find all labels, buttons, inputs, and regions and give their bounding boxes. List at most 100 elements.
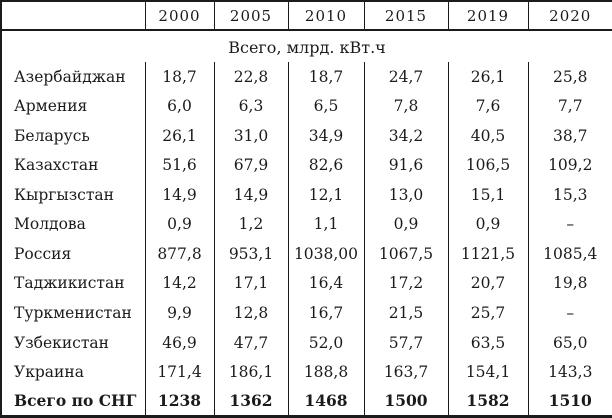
value-cell: 46,9 [144, 327, 214, 358]
value-cell: 12,8 [213, 298, 288, 328]
value-cell: 7,6 [447, 91, 528, 122]
value-cell: – [527, 209, 612, 240]
value-cell: 171,4 [144, 357, 214, 387]
value-cell: – [527, 298, 612, 328]
value-cell: 24,7 [363, 62, 448, 92]
value-cell: 38,7 [527, 121, 612, 151]
value-cell: 52,0 [287, 327, 364, 358]
value-cell: 7,7 [527, 91, 612, 122]
value-cell: 20,7 [447, 268, 528, 299]
value-cell: 13,0 [363, 180, 448, 210]
value-cell: 106,5 [447, 150, 528, 181]
unit-header-label: Всего, млрд. кВт.ч [228, 38, 386, 57]
value-cell: 143,3 [527, 357, 612, 387]
value-cell: 1,1 [287, 209, 364, 240]
value-cell: 12,1 [287, 180, 364, 210]
value-cell: 26,1 [144, 121, 214, 151]
country-name-cell: Россия [14, 244, 72, 263]
value-cell: 47,7 [213, 327, 288, 358]
value-cell: 31,0 [213, 121, 288, 151]
country-name-cell: Украина [14, 363, 84, 382]
value-cell: 14,2 [144, 268, 214, 299]
country-name-cell: Азербайджан [14, 67, 126, 86]
value-cell: 15,1 [447, 180, 528, 210]
value-cell: 953,1 [213, 239, 288, 269]
year-header-cell: 2015 [363, 1, 448, 31]
value-cell: 1582 [447, 386, 528, 417]
value-cell: 40,5 [447, 121, 528, 151]
value-cell: 163,7 [363, 357, 448, 387]
table-body: Азербайджан 18,7 22,8 18,7 24,7 26,1 25,8 Армен… [1, 62, 612, 417]
country-name-cell: Таджикистан [14, 274, 125, 293]
country-row: Молдова 0,9 1,2 1,1 0,9 0,9– [1, 209, 612, 240]
value-cell: 91,6 [363, 150, 448, 181]
country-row: Кыргызстан 14,9 14,9 12,1 13,0 15,1 15,3 [1, 180, 612, 210]
value-cell: 34,2 [363, 121, 448, 151]
country-row: Азербайджан 18,7 22,8 18,7 24,7 26,1 25,8 [1, 62, 612, 92]
value-cell: 186,1 [213, 357, 288, 387]
unit-header-row: Всего, млрд. кВт.ч [1, 30, 612, 62]
value-cell: 17,2 [363, 268, 448, 299]
value-cell: 19,8 [527, 268, 612, 299]
year-header-cell: 2000 [144, 1, 214, 31]
value-cell: 17,1 [213, 268, 288, 299]
value-cell: 15,3 [527, 180, 612, 210]
value-cell: 25,7 [447, 298, 528, 328]
value-cell: 65,0 [527, 327, 612, 358]
value-cell: 154,1 [447, 357, 528, 387]
years-header-row: 2000 2005 2010 2015 2019 2020 [1, 1, 612, 31]
value-cell: 51,6 [144, 150, 214, 181]
country-name-cell: Казахстан [14, 156, 99, 175]
value-cell: 82,6 [287, 150, 364, 181]
value-cell: 22,8 [213, 62, 288, 92]
value-cell: 7,8 [363, 91, 448, 122]
total-row: Всего по СНГ 1238 1362 1468 1500 1582 1510 [1, 386, 612, 417]
value-cell: 18,7 [287, 62, 364, 92]
value-cell: 14,9 [144, 180, 214, 210]
total-label-cell: Всего по СНГ [14, 391, 137, 411]
value-cell: 0,9 [144, 209, 214, 240]
value-cell: 1067,5 [363, 239, 448, 269]
country-name-cell: Армения [14, 97, 88, 116]
value-cell: 16,4 [287, 268, 364, 299]
value-cell: 0,9 [447, 209, 528, 240]
value-cell: 63,5 [447, 327, 528, 358]
value-cell: 0,9 [363, 209, 448, 240]
value-cell: 34,9 [287, 121, 364, 151]
country-name-cell: Молдова [14, 215, 86, 234]
value-cell: 57,7 [363, 327, 448, 358]
value-cell: 1085,4 [527, 239, 612, 269]
country-row: Казахстан 51,6 67,9 82,6 91,6 106,5 109,2 [1, 150, 612, 181]
country-name-cell: Узбекистан [14, 333, 110, 352]
value-cell: 18,7 [144, 62, 214, 92]
corner-cell [1, 1, 145, 31]
value-cell: 1362 [213, 386, 288, 417]
country-row: Таджикистан 14,2 17,1 16,4 17,2 20,7 19,8 [1, 268, 612, 299]
country-row: Украина 171,4 186,1 188,8 163,7 154,1 143,3 [1, 357, 612, 387]
value-cell: 9,9 [144, 298, 214, 328]
country-row: Туркменистан 9,9 12,8 16,7 21,5 25,7– [1, 298, 612, 328]
value-cell: 1468 [287, 386, 364, 417]
value-cell: 14,9 [213, 180, 288, 210]
country-row: Беларусь 26,1 31,0 34,9 34,2 40,5 38,7 [1, 121, 612, 151]
year-header-cell: 2005 [213, 1, 288, 31]
country-name-cell: Беларусь [14, 126, 90, 145]
value-cell: 6,3 [213, 91, 288, 122]
country-row: Армения 6,0 6,3 6,5 7,8 7,6 7,7 [1, 91, 612, 122]
value-cell: 1510 [527, 386, 612, 417]
value-cell: 67,9 [213, 150, 288, 181]
value-cell: 6,0 [144, 91, 214, 122]
country-row: Россия 877,8 953,1 1038,00 1067,5 1121,5 1085,… [1, 239, 612, 269]
value-cell: 1,2 [213, 209, 288, 240]
value-cell: 25,8 [527, 62, 612, 92]
year-header-cell: 2019 [447, 1, 528, 31]
value-cell: 1238 [144, 386, 214, 417]
country-name-cell: Кыргызстан [14, 185, 114, 204]
value-cell: 21,5 [363, 298, 448, 328]
value-cell: 1038,00 [287, 239, 364, 269]
value-cell: 1121,5 [447, 239, 528, 269]
value-cell: 6,5 [287, 91, 364, 122]
country-row: Узбекистан 46,9 47,7 52,0 57,7 63,5 65,0 [1, 327, 612, 358]
value-cell: 1500 [363, 386, 448, 417]
